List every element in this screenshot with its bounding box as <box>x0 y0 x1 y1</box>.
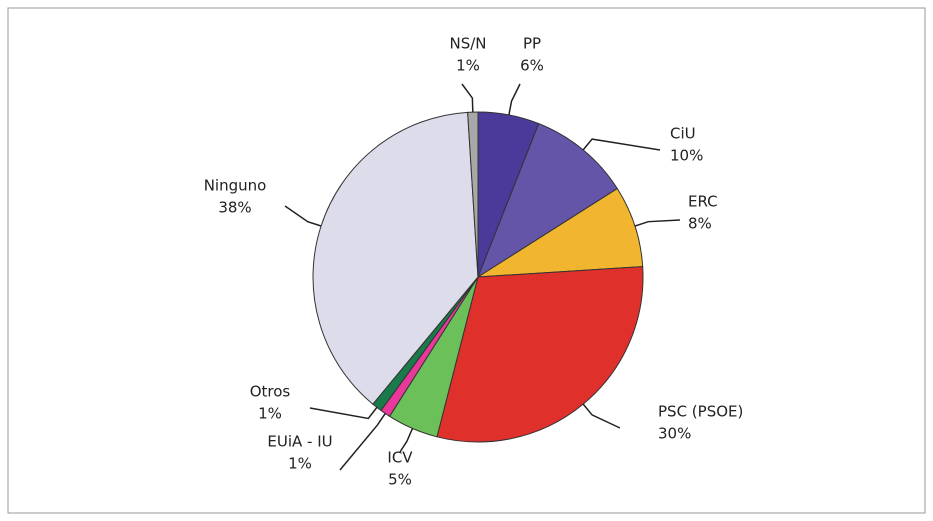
slice-value-label: 1% <box>456 57 480 75</box>
leader-line <box>309 406 378 420</box>
slice-label: ICV <box>387 449 413 467</box>
pie-slice <box>436 266 644 443</box>
slice-label: EUiA - IU <box>267 433 332 451</box>
pie-slice <box>476 122 619 279</box>
leader-line <box>508 83 521 116</box>
slice-value-label: 30% <box>658 425 691 443</box>
slice-label: ERC <box>688 193 718 211</box>
pie-slice <box>312 111 479 405</box>
slice-value-label: 8% <box>688 215 712 233</box>
slice-value-label: 1% <box>288 455 312 473</box>
slice-label: CiU <box>670 125 696 143</box>
leader-line <box>461 83 474 113</box>
slice-value-label: 38% <box>218 199 251 217</box>
leader-line <box>399 428 414 453</box>
slice-label: PP <box>523 35 541 53</box>
leader-line <box>284 205 322 227</box>
slice-label: NS/N <box>449 35 486 53</box>
slice-value-label: 10% <box>670 147 703 165</box>
leader-line <box>582 403 621 429</box>
slice-value-label: 1% <box>258 405 282 423</box>
slice-label: Otros <box>250 383 291 401</box>
leader-line <box>339 413 386 471</box>
leader-line <box>582 138 661 151</box>
slice-value-label: 5% <box>388 471 412 489</box>
leader-line <box>634 219 681 227</box>
slice-label: PSC (PSOE) <box>658 403 743 421</box>
slice-label: Ninguno <box>204 177 267 195</box>
pie-slice <box>467 111 479 278</box>
slice-value-label: 6% <box>520 57 544 75</box>
